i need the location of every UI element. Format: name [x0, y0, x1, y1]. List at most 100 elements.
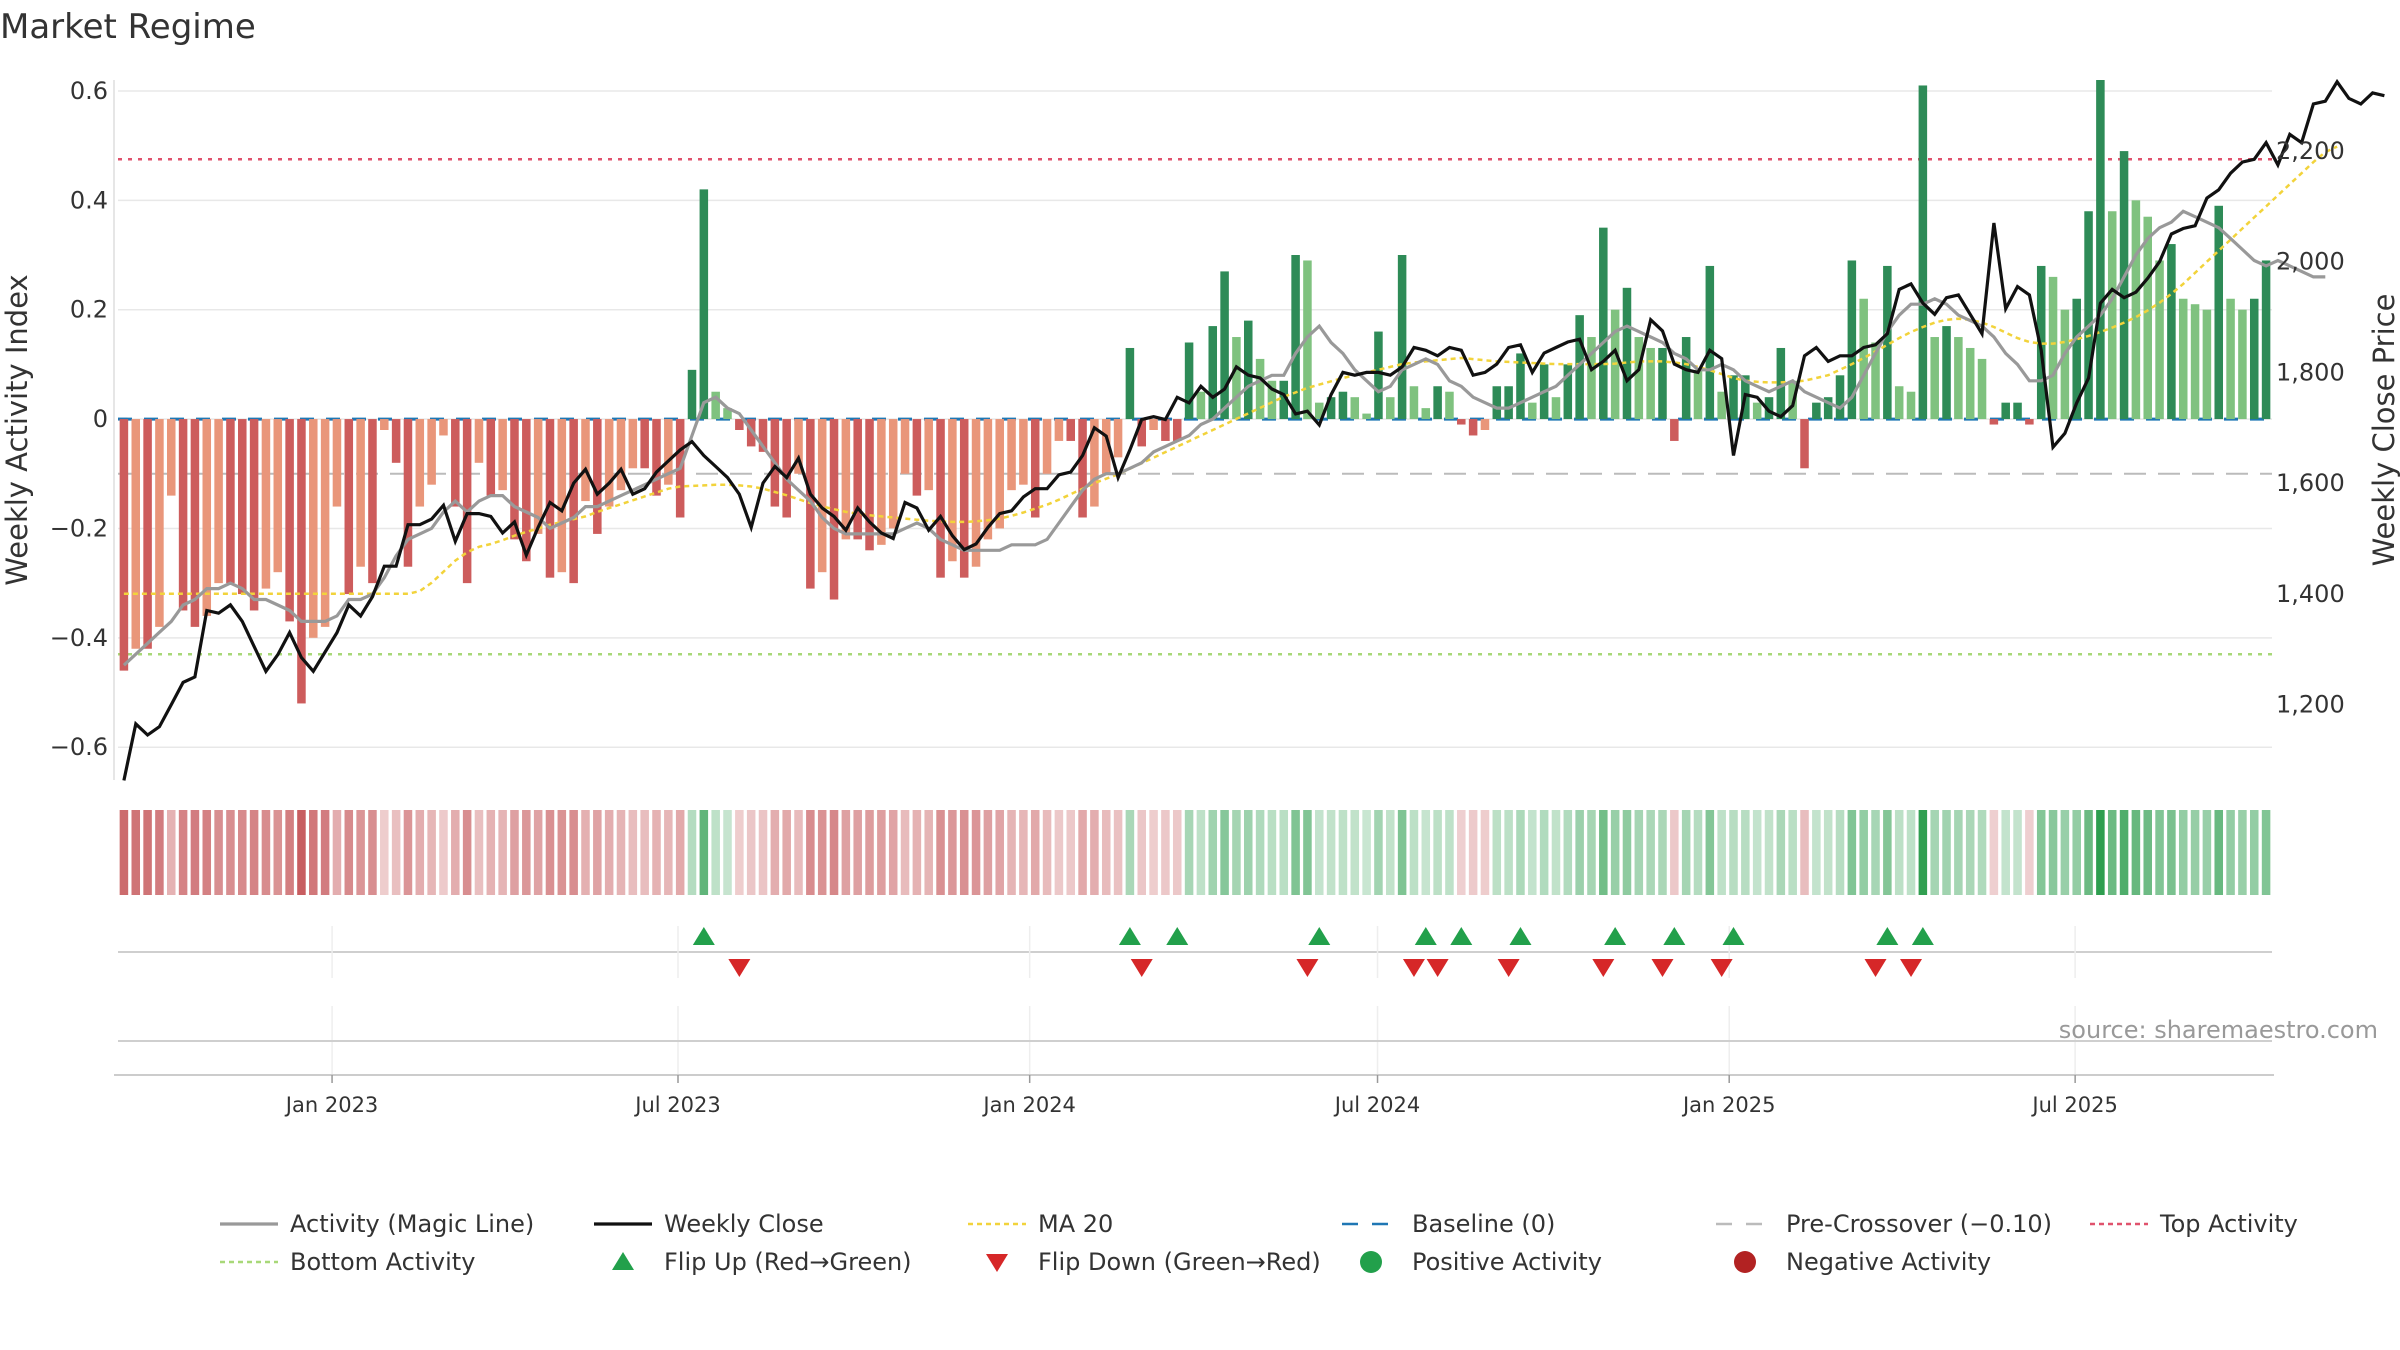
activity-bar	[699, 189, 709, 420]
activity-bar	[131, 419, 141, 649]
heat-cell	[948, 810, 957, 895]
heat-cell	[474, 810, 484, 895]
heat-cell	[1930, 810, 1939, 895]
heat-cell	[593, 810, 602, 895]
flip-up-marker	[1722, 927, 1745, 945]
legend-label: Activity (Magic Line)	[290, 1210, 534, 1238]
activity-bar	[474, 419, 484, 463]
date-tick-label: Jan 2025	[1681, 1093, 1776, 1117]
heat-cell	[2084, 810, 2093, 895]
heat-cell	[817, 810, 827, 895]
heat-cell	[1539, 810, 1549, 895]
activity-bar	[545, 419, 555, 578]
right-axis-label: Weekly Close Price	[2367, 294, 2400, 567]
heat-cell	[155, 810, 164, 895]
flip-down-marker	[1592, 959, 1615, 977]
activity-bar	[735, 419, 744, 430]
activity-bar	[1575, 315, 1584, 420]
activity-bar	[1433, 386, 1442, 420]
heat-cell	[2060, 810, 2070, 895]
heat-cell	[971, 810, 981, 895]
heat-cell	[1906, 810, 1916, 895]
heat-cell	[983, 810, 993, 895]
activity-bar	[1847, 260, 1857, 420]
heat-cell	[1030, 810, 1040, 895]
heat-cell	[178, 810, 188, 895]
heat-cell	[829, 810, 839, 895]
activity-bar	[2096, 80, 2105, 420]
activity-bar	[1030, 419, 1040, 518]
left-tick-label: 0.6	[70, 77, 108, 105]
activity-bar	[1291, 255, 1300, 420]
activity-bar	[439, 419, 448, 436]
heat-cell	[1693, 810, 1703, 895]
heat-cell	[1729, 810, 1738, 895]
activity-bar	[1279, 380, 1289, 420]
activity-bar	[912, 419, 922, 496]
heat-cell	[1847, 810, 1857, 895]
activity-bar	[2143, 216, 2152, 420]
date-tick-label: Jul 2024	[1333, 1093, 1420, 1117]
activity-bar	[2238, 309, 2247, 420]
activity-bar	[1054, 419, 1064, 441]
heat-cell	[1409, 810, 1419, 895]
activity-bar	[2119, 151, 2129, 420]
heat-cell	[1835, 810, 1845, 895]
heat-cell	[1741, 810, 1750, 895]
activity-bar	[1113, 419, 1123, 458]
heat-cell	[226, 810, 235, 895]
activity-bar	[249, 419, 259, 611]
heat-cell	[746, 810, 756, 895]
heat-cell	[143, 810, 152, 895]
heat-cell	[1161, 810, 1170, 895]
regime-heat-strip	[119, 810, 2271, 895]
activity-bar	[1161, 419, 1170, 441]
heat-cell	[628, 810, 638, 895]
flip-down-marker	[728, 959, 751, 977]
heat-cell	[959, 810, 969, 895]
heat-cell	[1776, 810, 1786, 895]
heat-cell	[912, 810, 922, 895]
heat-cell	[273, 810, 283, 895]
heat-cell	[1859, 810, 1868, 895]
heat-cell	[1445, 810, 1454, 895]
heat-cell	[1670, 810, 1679, 895]
heat-cell	[1883, 810, 1892, 895]
activity-bar	[936, 419, 945, 578]
activity-bar	[1007, 419, 1016, 491]
activity-bars	[119, 80, 2271, 704]
heat-cell	[1894, 810, 1904, 895]
heat-cell	[2072, 810, 2081, 895]
heat-cell	[1480, 810, 1490, 895]
activity-bar	[178, 419, 188, 611]
legend-swatch	[1734, 1251, 1756, 1273]
activity-bar	[1563, 364, 1573, 420]
flip-down-marker	[1426, 959, 1449, 977]
activity-bar	[368, 419, 377, 584]
heat-cell	[936, 810, 945, 895]
activity-bar	[1942, 326, 1951, 420]
activity-bar	[1125, 347, 1135, 420]
heat-cell	[877, 810, 886, 895]
heat-cell	[356, 810, 365, 895]
activity-bar	[427, 419, 436, 485]
legend-item: Top Activity	[2090, 1210, 2298, 1238]
heat-cell	[285, 810, 294, 895]
heat-cell	[924, 810, 933, 895]
left-tick-label: −0.2	[50, 514, 108, 542]
heat-cell	[238, 810, 247, 895]
heat-cell	[2107, 810, 2117, 895]
left-axis-label: Weekly Activity Index	[0, 274, 34, 585]
heat-cell	[1457, 810, 1466, 895]
activity-bar	[877, 419, 886, 545]
activity-bar	[1599, 227, 1608, 420]
heat-cell	[794, 810, 803, 895]
flip-up-marker	[1509, 927, 1532, 945]
activity-bar	[1906, 391, 1916, 420]
activity-bar	[581, 419, 590, 502]
heat-cell	[119, 810, 129, 895]
flip-up-marker	[1450, 927, 1473, 945]
activity-bar	[1220, 271, 1229, 420]
activity-bar	[403, 419, 413, 567]
heat-cell	[1149, 810, 1158, 895]
